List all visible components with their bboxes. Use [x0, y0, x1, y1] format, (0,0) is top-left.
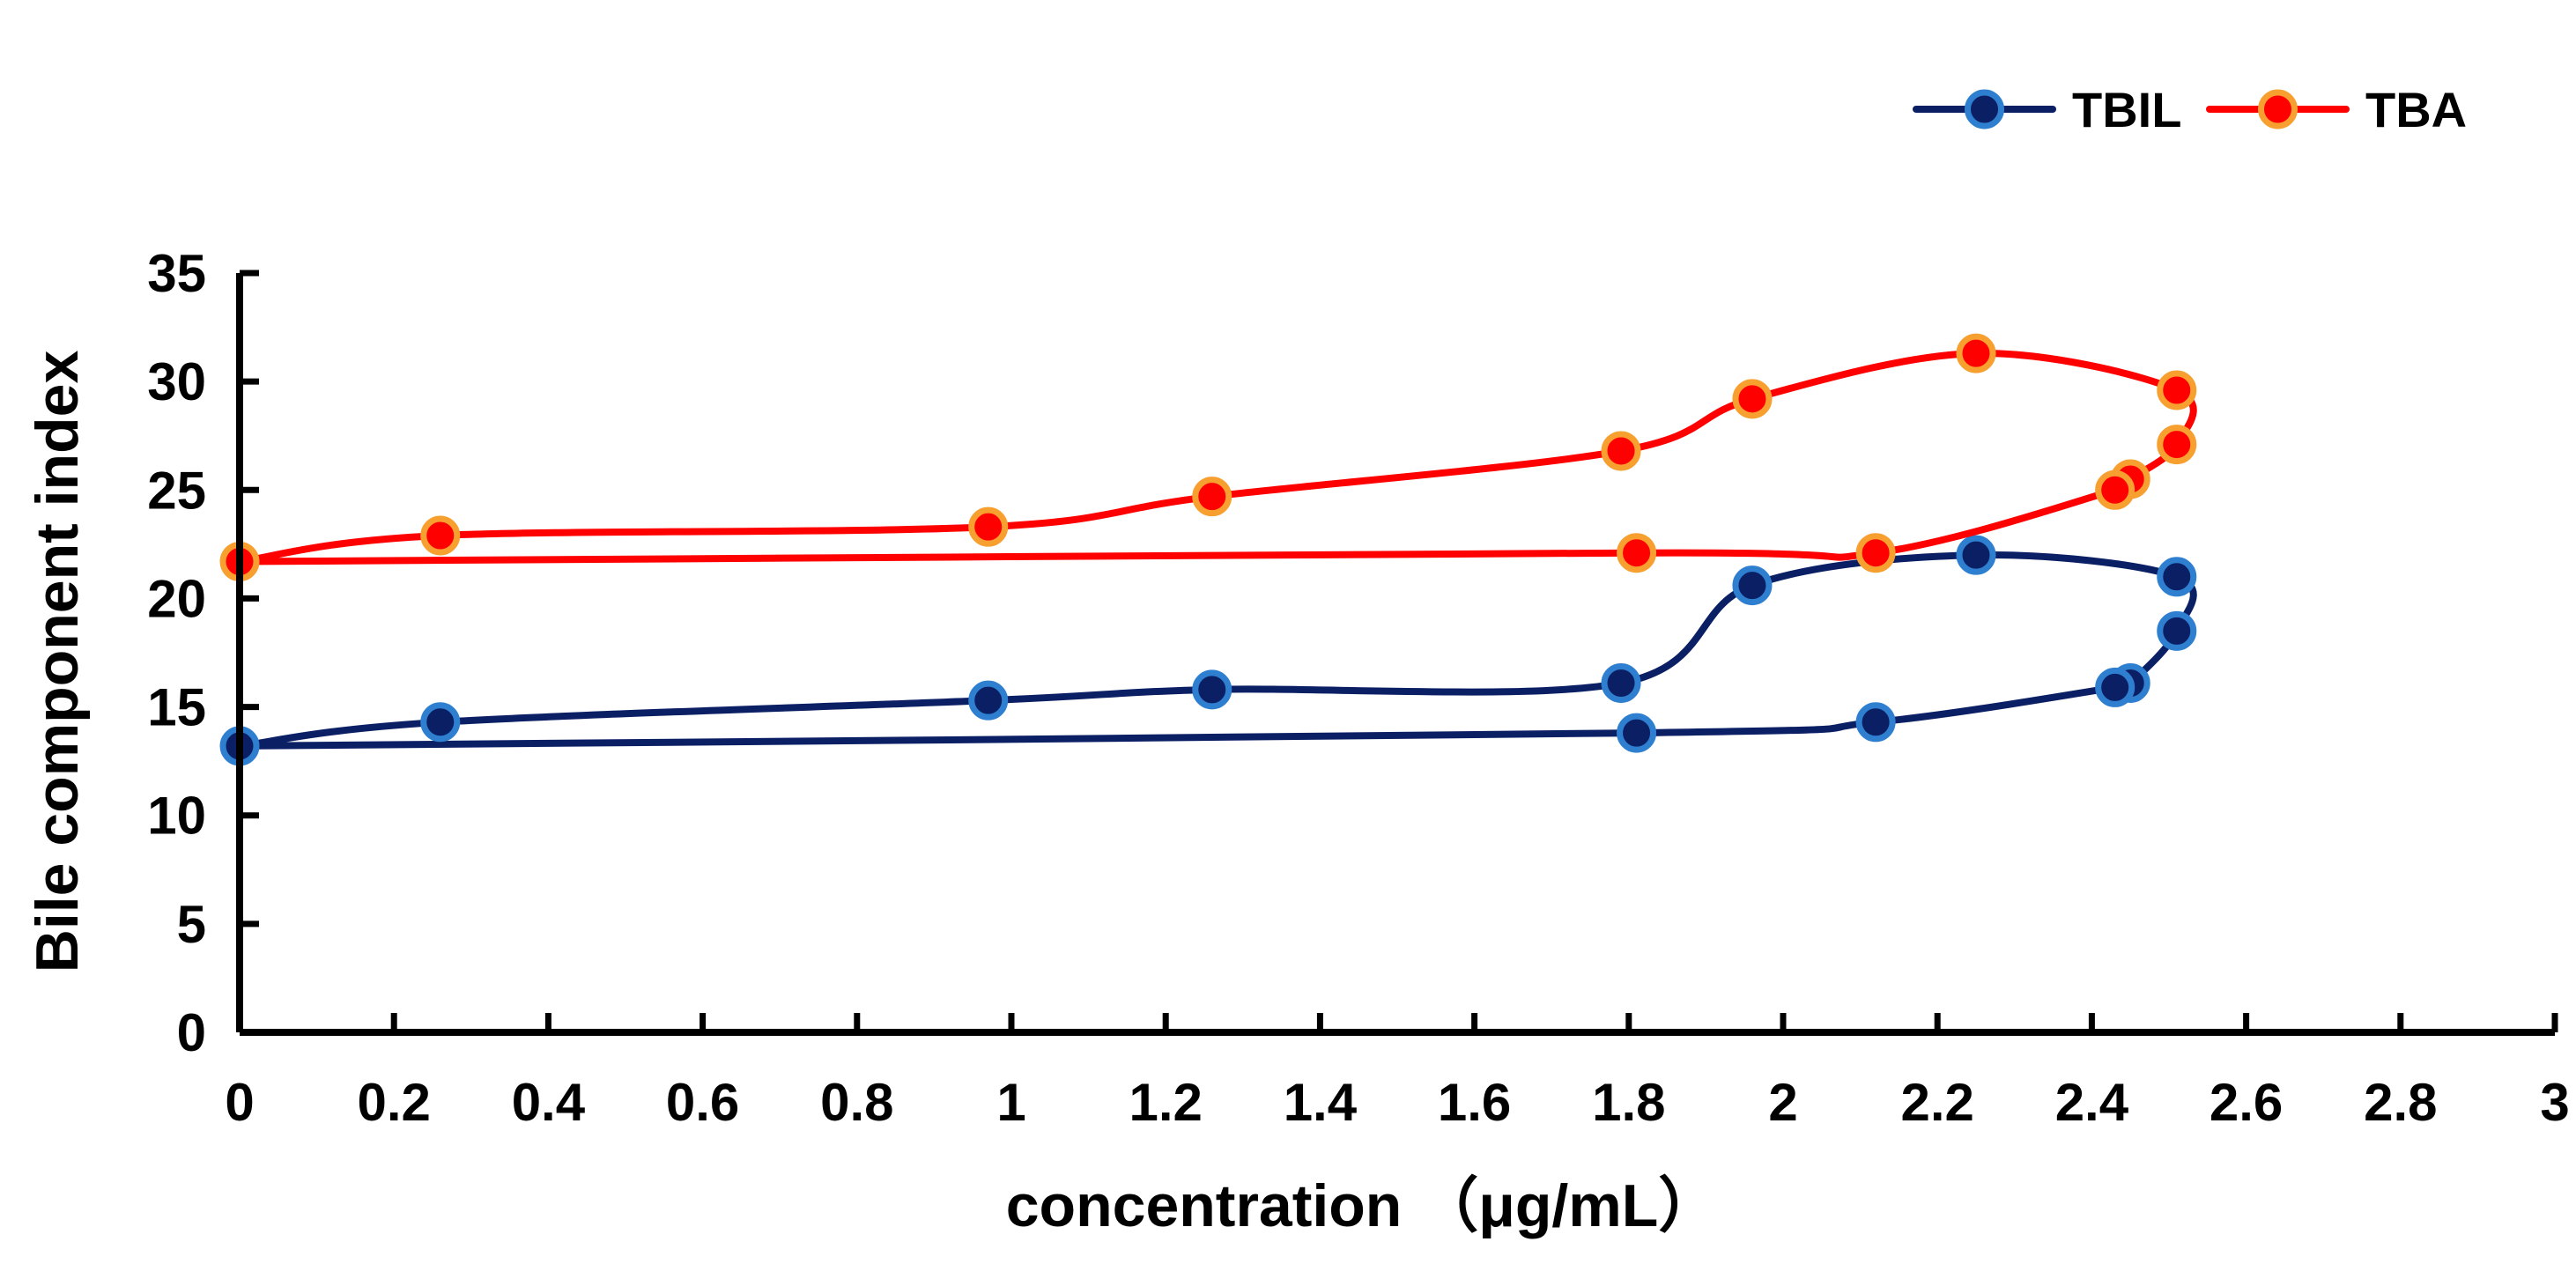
data-point-tba: [1617, 533, 1657, 573]
data-point-tba: [1855, 533, 1896, 573]
legend-item-tba: TBA: [2206, 82, 2467, 137]
y-tick-label: 10: [147, 787, 206, 846]
data-point-tba: [968, 506, 1009, 547]
data-point-tbil: [2157, 610, 2197, 651]
x-ticks: 0 0.2 0.4 0.6 0.8 1 1.2 1.4 1.6 1.8 2 2.2 2.4 2.6 2.8 3: [225, 1013, 2570, 1132]
data-point-tba: [1956, 333, 1996, 373]
y-tick-label: 35: [147, 244, 206, 303]
data-point-tba: [1601, 431, 1641, 471]
y-tick-label: 30: [147, 352, 206, 411]
legend-label-tba: TBA: [2365, 82, 2467, 137]
x-tick-label: 0.6: [666, 1073, 739, 1132]
data-point-tba: [1192, 477, 1232, 517]
legend-marker-tba: [2258, 89, 2298, 129]
series-line-tba: [236, 350, 2197, 565]
x-tick-label: 1.6: [1438, 1073, 1511, 1132]
y-tick-label: 0: [177, 1003, 206, 1062]
data-point-tba: [2157, 425, 2197, 465]
data-point-tbil: [1732, 565, 1773, 606]
series-layer: [219, 333, 2197, 766]
data-point-tbil: [2157, 557, 2197, 597]
series-tbil: [219, 535, 2197, 766]
axes: [236, 273, 2555, 1036]
x-tick-label: 1.2: [1129, 1073, 1202, 1132]
data-point-tbil: [968, 680, 1009, 721]
data-point-tbil: [1617, 713, 1657, 753]
x-tick-label: 0.2: [357, 1073, 430, 1132]
x-tick-label: 0: [225, 1073, 254, 1132]
x-tick-label: 2.2: [1900, 1073, 1973, 1132]
y-tick-label: 15: [147, 678, 206, 737]
y-tick-label: 5: [177, 895, 206, 954]
data-point-tba: [2157, 370, 2197, 410]
legend-label-tbil: TBIL: [2072, 82, 2181, 137]
x-tick-label: 1: [996, 1073, 1025, 1132]
data-point-tbil: [1601, 662, 1641, 703]
x-tick-label: 0.4: [512, 1073, 586, 1132]
y-tick-label: 25: [147, 461, 206, 520]
x-tick-label: 1.4: [1284, 1073, 1358, 1132]
data-point-tbil: [1192, 669, 1232, 710]
data-point-tbil: [2095, 667, 2136, 707]
data-point-tba: [1732, 379, 1773, 419]
legend-item-tbil: TBIL: [1913, 82, 2181, 137]
data-point-tba: [420, 515, 461, 556]
data-point-tbil: [1956, 535, 1996, 575]
y-axis-label: Bile component index: [24, 351, 91, 973]
x-tick-label: 1.8: [1592, 1073, 1665, 1132]
x-tick-label: 3: [2540, 1073, 2569, 1132]
series-tba: [219, 333, 2197, 582]
x-tick-label: 2.6: [2210, 1073, 2283, 1132]
y-ticks: 0 5 10 15 20 25 30 35: [147, 244, 259, 1062]
x-tick-label: 2.4: [2055, 1073, 2129, 1132]
data-point-tba: [2095, 469, 2136, 510]
x-tick-label: 2: [1768, 1073, 1797, 1132]
legend: TBIL TBA: [1913, 82, 2467, 137]
data-point-tbil: [420, 702, 461, 743]
series-line-tbil: [236, 551, 2197, 750]
x-tick-label: 2.8: [2364, 1073, 2437, 1132]
legend-marker-tbil: [1965, 89, 2004, 129]
x-axis-label: concentration （μg/mL）: [1006, 1172, 1719, 1239]
x-tick-label: 0.8: [820, 1073, 893, 1132]
data-point-tbil: [1855, 702, 1896, 743]
y-tick-label: 20: [147, 569, 206, 628]
